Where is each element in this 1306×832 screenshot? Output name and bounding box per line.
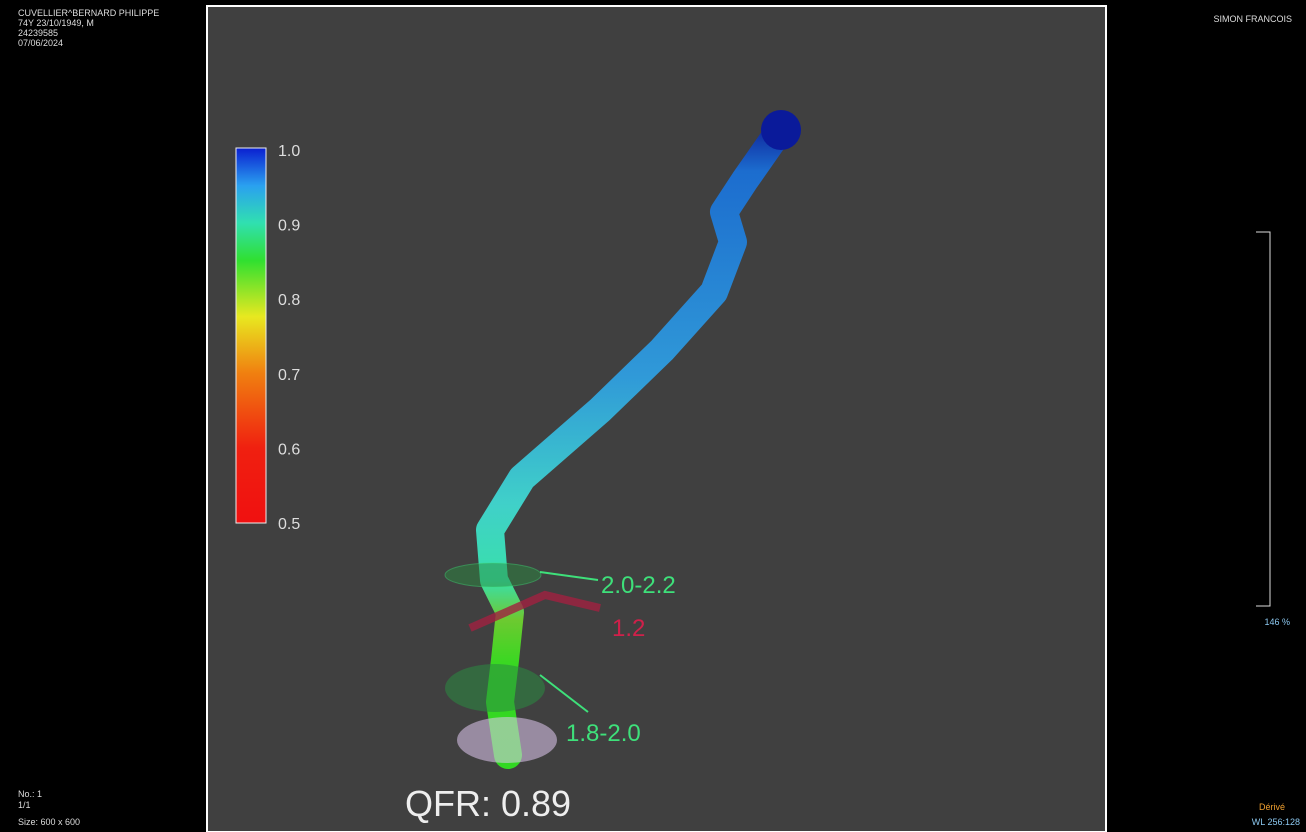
study-date: 07/06/2024 <box>18 38 63 48</box>
annotation: 1.2 <box>612 615 645 642</box>
colorbar-ticks: 1.0 0.9 0.8 0.7 0.6 0.5 <box>278 143 300 533</box>
qfr-result: QFR: 0.89 <box>405 783 571 824</box>
frame: 1/1 <box>18 800 31 810</box>
colorbar-tick-label: 0.8 <box>278 292 300 309</box>
lesion-marker <box>468 590 601 632</box>
colorbar <box>235 147 267 524</box>
colorbar-tick-label: 0.7 <box>278 367 300 384</box>
scale-bar <box>1256 231 1271 607</box>
patient-id: 24239585 <box>18 28 58 38</box>
colorbar-tick-label: 1.0 <box>278 143 300 160</box>
leader <box>539 674 589 713</box>
patient-info: CUVELLIER^BERNARD PHILIPPE 74Y 23/10/194… <box>18 8 159 48</box>
patient-age: 74Y 23/10/1949, M <box>18 18 94 28</box>
segment-marker <box>445 664 545 712</box>
window-level: WL 256:128 <box>1252 817 1300 827</box>
annotation: 1.8-2.0 <box>566 720 641 747</box>
segment-marker <box>457 717 557 763</box>
segment-marker <box>444 562 542 588</box>
size: Size: 600 x 600 <box>18 817 80 827</box>
vessel-tip <box>761 110 801 150</box>
operator: SIMON FRANCOIS <box>1213 14 1292 24</box>
zoom: 146 % <box>1264 617 1290 627</box>
footer-info: No.: 1 1/1 Size: 600 x 600 <box>18 789 80 827</box>
patient-name: CUVELLIER^BERNARD PHILIPPE <box>18 8 159 18</box>
colorbar-tick-label: 0.9 <box>278 218 300 235</box>
vessel <box>476 116 794 769</box>
mode: Dérivé <box>1259 802 1285 812</box>
colorbar-tick-label: 0.6 <box>278 441 300 458</box>
image-number: No.: 1 <box>18 789 42 799</box>
colorbar-tick-label: 0.5 <box>278 516 300 533</box>
annotation: 2.0-2.2 <box>601 572 676 599</box>
viewport <box>206 5 1107 832</box>
leader <box>539 571 599 581</box>
